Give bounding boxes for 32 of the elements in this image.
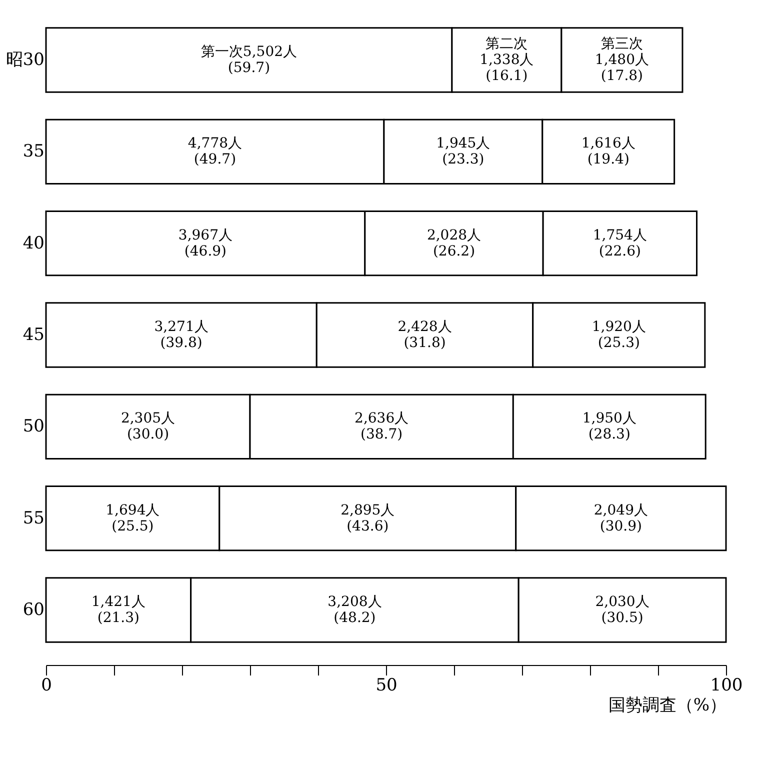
data-label: 1,950人 (28.3) [582,410,636,443]
y-tick-label: 60 [22,600,44,620]
y-tick-label: 40 [22,233,44,254]
x-tick-label: 50 [376,676,398,696]
y-tick-label: 50 [22,416,44,437]
data-label: 3,208人 (48.2) [328,594,382,626]
data-label: 2,028人 (26.2) [426,227,482,260]
data-label: 1,694人 (25.5) [106,502,160,534]
data-label: 2,030人 (30.5) [595,594,650,626]
data-label: 3,967人 (46.9) [178,227,233,260]
y-tick-label: 昭30 [6,50,44,70]
data-label: 2,428人 (31.8) [398,319,452,351]
data-label: 第三次 1,480人 (17.8) [594,36,650,84]
x-tick-label: 100 [710,676,743,696]
x-axis-title: 国勢調査（%） [608,696,726,716]
data-label: 2,636人 (38.7) [354,410,409,443]
data-label: 2,049人 (30.9) [594,502,648,534]
data-label: 第一次5,502人 (59.7) [200,44,298,76]
x-tick-label: 0 [41,676,52,696]
data-label: 3,271人 (39.8) [154,319,208,351]
data-label: 2,895人 (43.6) [340,502,395,534]
data-label: 第二次 1,338人 (16.1) [480,36,534,84]
data-label: 2,305人 (30.0) [120,410,176,443]
y-tick-label: 35 [22,142,44,162]
data-label: 1,945人 (23.3) [436,136,490,168]
data-label: 1,754人 (22.6) [592,227,647,260]
data-label: 1,616人 (19.4) [581,136,636,168]
data-label: 4,778人 (49.7) [188,136,242,168]
data-label: 1,920人 (25.3) [592,319,646,351]
y-tick-label: 45 [22,325,44,345]
y-tick-label: 55 [22,508,44,528]
data-label: 1,421人 (21.3) [91,594,146,626]
